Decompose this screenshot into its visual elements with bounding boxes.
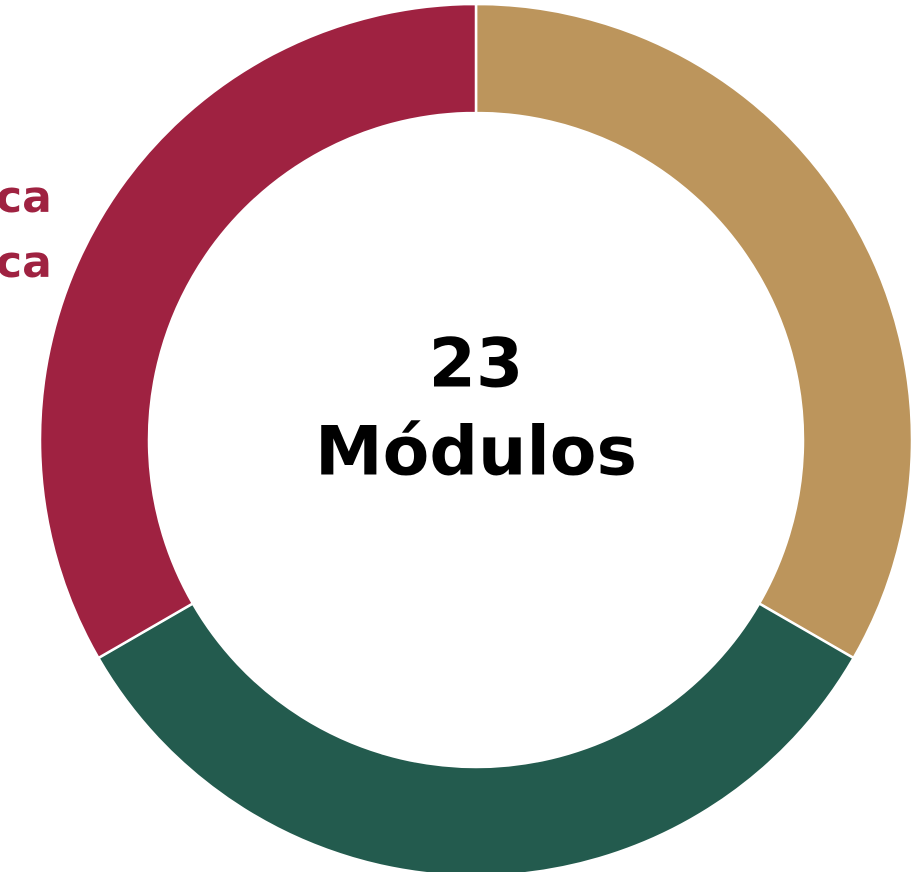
center-label: Módulos — [315, 413, 637, 492]
center-value: 23 — [429, 325, 524, 404]
donut-segment — [474, 2, 914, 660]
donut-segment — [96, 601, 856, 872]
donut-segment — [38, 2, 478, 660]
annotation: ca — [0, 237, 52, 288]
annotation: ca — [0, 172, 52, 223]
